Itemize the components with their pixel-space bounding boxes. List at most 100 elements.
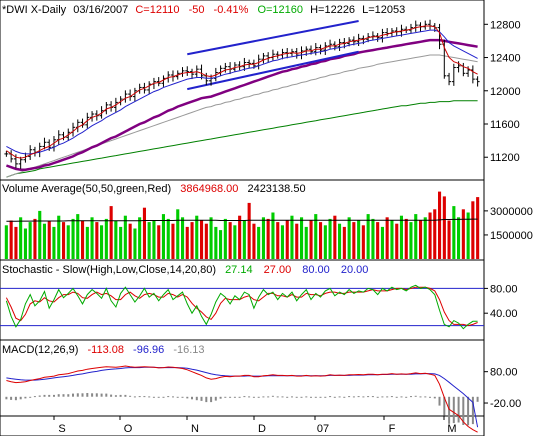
- volume-bar: [123, 215, 127, 259]
- x-tick-label: F: [389, 423, 396, 435]
- price-y-tick-label: 12000: [490, 86, 521, 98]
- macd-histogram-bar: [238, 396, 241, 398]
- price-bar: [137, 83, 142, 94]
- x-tick-label: S: [58, 423, 65, 435]
- x-tick-label: O: [124, 423, 133, 435]
- volume-bar: [247, 202, 251, 259]
- price-bar: [190, 68, 195, 80]
- price-bar: [32, 146, 37, 157]
- macd-histogram-bar: [319, 396, 322, 398]
- macd-histogram-bar: [10, 396, 13, 400]
- volume-bar: [238, 215, 242, 259]
- volume-bar: [138, 217, 142, 259]
- stochastic-value-1: 27.14: [225, 264, 253, 276]
- macd-histogram-bar: [338, 396, 341, 398]
- macd-histogram-bar: [400, 396, 403, 398]
- macd-histogram-bar: [252, 396, 255, 398]
- volume-bar: [461, 209, 465, 259]
- volume-bar: [181, 217, 185, 259]
- axis-labels: 12800 12400 12000 11600 11200 3000000 1500000 8…: [53, 19, 533, 435]
- volume-bar: [204, 223, 208, 259]
- macd-histogram-bar: [348, 396, 351, 398]
- price-bar: [223, 62, 228, 73]
- price-bar: [323, 42, 328, 55]
- high-label: H=12226: [310, 4, 355, 16]
- close-label: C=12110: [135, 4, 179, 16]
- stochastic-header: Stochastic - Slow(High,Low,Close,14,20,8…: [2, 264, 368, 276]
- volume-bar: [304, 226, 308, 259]
- price-bar: [266, 52, 271, 63]
- low-label: L=12053: [362, 4, 405, 16]
- macd-histogram-bar: [210, 396, 213, 403]
- volume-bar: [252, 223, 256, 259]
- volume-bar: [195, 215, 199, 259]
- volume-bar: [242, 220, 246, 259]
- price-bar: [442, 39, 447, 79]
- volume-bar: [290, 215, 294, 259]
- volume-bar: [352, 222, 356, 259]
- volume-bar: [200, 220, 204, 259]
- macd-histogram-bar: [33, 396, 36, 398]
- price-header: *DWI X-Daily 03/16/2007 C=12110 -50 -0.4…: [2, 4, 405, 16]
- macd-histogram-bar: [295, 396, 298, 398]
- macd-histogram-bar: [129, 395, 132, 397]
- macd-histogram-bar: [376, 396, 379, 398]
- macd-histogram-bar: [471, 396, 474, 425]
- volume-bar: [228, 222, 232, 259]
- price-y-tick-label: 12400: [490, 53, 521, 65]
- macd-histogram-bar: [229, 396, 232, 398]
- macd-histogram-bar: [176, 396, 179, 398]
- volume-bar: [314, 214, 318, 259]
- macd-value-3: -16.13: [173, 344, 204, 356]
- volume-bar: [309, 220, 313, 259]
- price-bar: [218, 65, 223, 77]
- macd-histogram-bar: [267, 396, 270, 398]
- volume-bar: [23, 228, 27, 259]
- macd-histogram-bar: [371, 396, 374, 398]
- volume-bar: [14, 226, 18, 259]
- volume-bar: [38, 210, 42, 259]
- macd-histogram-bar: [300, 396, 303, 398]
- stochastic-value-4: 20.00: [341, 264, 369, 276]
- macd-histogram-bar: [367, 396, 370, 398]
- volume-bar: [419, 220, 423, 259]
- macd-histogram-bar: [76, 393, 79, 397]
- volume-bar: [62, 222, 66, 259]
- volume-bar: [395, 223, 399, 259]
- volume-bar: [342, 226, 346, 259]
- stochastic-y-tick-label: 40.00: [490, 308, 518, 320]
- macd-histogram-bar: [414, 395, 417, 397]
- price-bar: [328, 39, 333, 49]
- macd-histogram-bar: [224, 396, 227, 398]
- stochastic-value-2: 27.00: [264, 264, 292, 276]
- volume-bar: [466, 212, 470, 259]
- x-tick-label: D: [258, 423, 266, 435]
- volume-bar: [161, 214, 165, 259]
- macd-histogram-bar: [257, 396, 260, 398]
- macd-histogram-bar: [138, 396, 141, 398]
- price-bar: [470, 65, 475, 84]
- volume-bar: [338, 223, 342, 259]
- volume-bar: [71, 218, 75, 259]
- volume-bar: [100, 225, 104, 259]
- volume-bar: [319, 222, 323, 259]
- volume-bar: [438, 191, 442, 259]
- price-bar: [461, 62, 466, 77]
- macd-histogram-bar: [333, 396, 336, 398]
- volume-bar: [66, 225, 70, 259]
- stochastic-title: Stochastic - Slow(High,Low,Close,14,20,8…: [2, 264, 216, 276]
- volume-bar: [280, 225, 284, 259]
- volume-bar: [185, 226, 189, 259]
- macd-histogram-bar: [314, 396, 317, 398]
- volume-header: Volume Average(50,50,green,Red) 3864968.…: [2, 183, 306, 195]
- price-bar: [132, 87, 137, 102]
- ma-short-line: [6, 25, 478, 159]
- price-bar: [75, 119, 80, 133]
- price-bar: [99, 106, 104, 119]
- volume-bar: [361, 225, 365, 259]
- macd-histogram-bar: [162, 396, 165, 398]
- macd-histogram-bar: [19, 396, 22, 400]
- macd-histogram-bar: [133, 396, 136, 398]
- price-bar: [147, 81, 152, 95]
- volume-value-2: 2423138.50: [247, 183, 305, 195]
